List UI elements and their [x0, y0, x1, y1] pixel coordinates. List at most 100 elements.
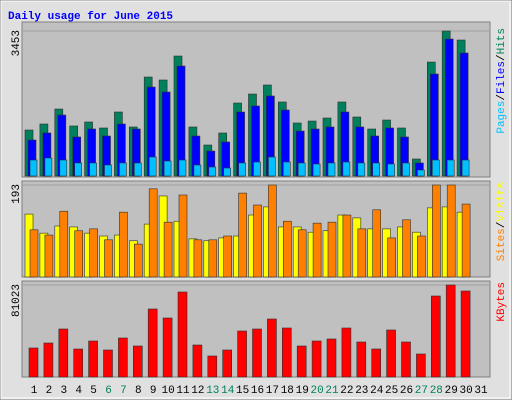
bar — [312, 222, 322, 278]
bar — [59, 210, 69, 278]
series-label: KBytes — [496, 282, 508, 322]
bar — [118, 337, 128, 378]
bar — [119, 211, 128, 278]
x-tick-label: 27 — [415, 385, 428, 397]
bar — [296, 345, 307, 378]
x-tick-label: 3 — [60, 385, 67, 397]
bar — [297, 162, 306, 177]
bar — [237, 330, 247, 378]
bar — [133, 345, 143, 378]
bar — [356, 341, 367, 378]
bar — [208, 166, 217, 177]
bar — [402, 219, 411, 278]
bar — [327, 221, 337, 278]
bar — [371, 348, 382, 378]
bar — [59, 159, 68, 177]
bar — [402, 162, 410, 177]
bar — [357, 162, 366, 177]
x-tick-label: 11 — [176, 385, 190, 397]
bar — [282, 220, 292, 278]
series-label: Sites/Visits — [496, 182, 508, 261]
x-tick-label: 26 — [400, 385, 413, 397]
x-tick-label: 31 — [474, 385, 488, 397]
bar — [417, 169, 425, 177]
legend-entry: Sites — [496, 228, 508, 261]
x-tick-label: 25 — [385, 385, 398, 397]
bar — [357, 228, 367, 278]
bar — [326, 338, 337, 378]
bar — [134, 243, 143, 278]
x-tick-label: 28 — [430, 385, 443, 397]
bar — [163, 221, 173, 278]
legend-separator: / — [496, 54, 508, 61]
bar — [58, 328, 69, 378]
bar — [104, 239, 113, 278]
bar — [176, 65, 186, 177]
y-tick-label: 193 — [11, 184, 23, 204]
bar — [28, 347, 39, 378]
bar — [446, 184, 456, 278]
bar — [459, 52, 469, 177]
bar — [178, 194, 188, 278]
x-tick-label: 29 — [445, 385, 458, 397]
bar — [460, 290, 471, 378]
bar — [178, 159, 187, 177]
bar — [74, 162, 82, 177]
legend-separator: / — [496, 222, 508, 229]
bar — [222, 349, 232, 378]
bar — [461, 159, 470, 177]
bar — [311, 340, 322, 378]
bar — [74, 230, 83, 278]
x-tick-label: 22 — [340, 385, 353, 397]
x-tick-label: 5 — [90, 385, 97, 397]
bar — [297, 229, 307, 278]
bar — [44, 234, 54, 278]
bar — [193, 239, 203, 278]
legend-entry: Files — [496, 61, 508, 94]
bar — [312, 163, 321, 177]
bar — [89, 162, 97, 177]
bar — [281, 327, 292, 378]
x-tick-label: 13 — [206, 385, 219, 397]
bar — [104, 164, 112, 177]
x-tick-label: 7 — [120, 385, 127, 397]
legend-entry: KBytes — [496, 282, 508, 322]
bar — [446, 159, 455, 177]
bar — [386, 329, 396, 378]
x-tick-label: 19 — [296, 385, 309, 397]
x-tick-label: 9 — [150, 385, 157, 397]
bar — [73, 348, 83, 378]
bar — [147, 308, 158, 378]
bar — [29, 229, 39, 278]
bar — [372, 162, 381, 177]
bar — [372, 209, 382, 278]
bar — [238, 192, 247, 278]
bar — [431, 159, 440, 177]
bar — [148, 156, 157, 177]
chart-title: Daily usage for June 2015 — [8, 11, 173, 23]
bar — [44, 157, 53, 177]
bar — [43, 342, 54, 378]
bar — [268, 156, 276, 177]
y-tick-label: 81023 — [11, 284, 23, 317]
bar — [103, 349, 113, 378]
bar — [401, 341, 411, 378]
bar — [341, 327, 352, 378]
bar — [134, 162, 142, 177]
x-tick-label: 23 — [355, 385, 368, 397]
bar — [207, 355, 218, 378]
legend-separator: / — [496, 94, 508, 101]
bar — [177, 291, 188, 378]
bar — [238, 162, 246, 177]
x-tick-label: 30 — [459, 385, 472, 397]
bar — [29, 159, 38, 177]
bar — [282, 161, 291, 177]
bar — [148, 188, 158, 278]
x-tick-label: 16 — [251, 385, 264, 397]
bar — [162, 317, 173, 378]
bar — [253, 161, 261, 177]
bar — [223, 235, 232, 278]
